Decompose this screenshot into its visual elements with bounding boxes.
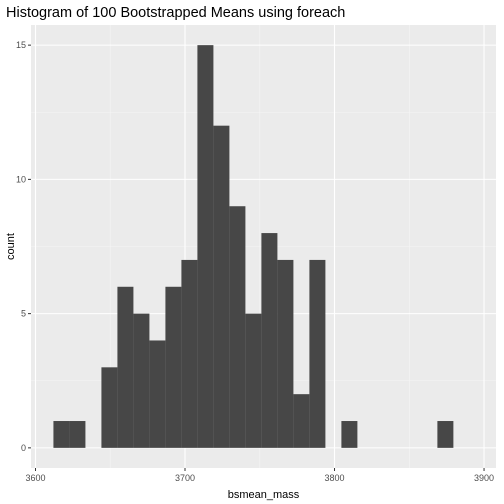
x-axis: 3600 3700 3800 3900 (25, 468, 494, 483)
y-axis: 0 5 10 15 (16, 40, 31, 453)
y-tick-label: 15 (16, 40, 26, 50)
x-tick-label: 3900 (474, 473, 494, 483)
histogram-bar (261, 233, 278, 448)
histogram-bar (101, 367, 118, 448)
histogram-bar (69, 421, 86, 448)
y-tick-label: 0 (21, 443, 26, 453)
histogram-bar (293, 394, 310, 448)
x-tick-label: 3600 (25, 473, 45, 483)
x-tick-label: 3800 (325, 473, 345, 483)
histogram-bar (165, 286, 182, 448)
histogram-bar (181, 259, 198, 448)
y-axis-title: count (5, 233, 17, 260)
histogram-bar (117, 286, 134, 448)
histogram-bar (437, 421, 454, 448)
y-tick-label: 10 (16, 174, 26, 184)
histogram-bar (245, 313, 262, 448)
histogram-bar (213, 125, 230, 448)
histogram-bar (341, 421, 358, 448)
y-tick-label: 5 (21, 309, 26, 319)
x-tick-label: 3700 (175, 473, 195, 483)
x-axis-title: bsmean_mass (228, 489, 300, 501)
histogram-bar (277, 259, 294, 448)
chart-title: Histogram of 100 Bootstrapped Means usin… (6, 5, 345, 21)
histogram-bar (197, 45, 214, 448)
histogram-bar (149, 340, 166, 448)
histogram-bar (309, 259, 326, 448)
histogram-bar (229, 206, 246, 448)
histogram-bar (53, 421, 70, 448)
histogram-bar (133, 313, 150, 448)
histogram-bars (53, 45, 454, 448)
